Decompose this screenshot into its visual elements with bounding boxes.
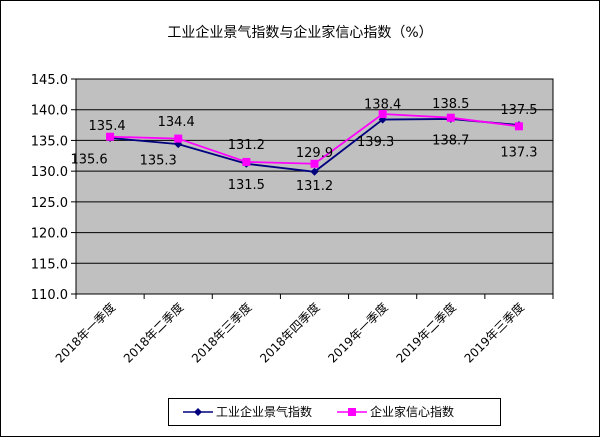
plot-area: 110.0 115.0 120.0 125.0 130.0 135.0 140.0 145.0…	[31, 73, 554, 366]
data-label: 131.2	[228, 138, 265, 153]
data-label: 129.9	[296, 146, 333, 161]
x-tick-label: 2018年一季度	[52, 300, 118, 366]
data-label: 134.4	[158, 115, 195, 130]
y-tick-label: 140.0	[31, 104, 68, 119]
data-point-diamond	[310, 167, 319, 176]
legend-label-entrepreneur: 企业家信心指数	[370, 405, 455, 419]
data-label: 139.3	[357, 135, 394, 150]
x-tick-label: 2019年二季度	[393, 300, 459, 366]
data-label: 131.2	[296, 179, 333, 194]
data-label: 137.5	[500, 103, 537, 118]
legend-markers	[183, 408, 367, 416]
y-tick-label: 135.0	[31, 134, 68, 149]
data-point-square	[310, 159, 319, 168]
legend-marker-entrepreneur	[348, 408, 356, 416]
y-tick-label: 145.0	[31, 73, 68, 88]
data-label: 138.7	[432, 134, 469, 149]
x-tick-label: 2019年一季度	[325, 300, 391, 366]
data-label: 135.6	[70, 153, 107, 168]
legend-label-industry: 工业企业景气指数	[216, 405, 313, 419]
x-tick-label: 2018年四季度	[256, 300, 322, 366]
y-tick-label: 125.0	[31, 196, 68, 211]
chart-title: 工业企业景气指数与企业家信心指数（%）	[167, 24, 432, 41]
data-label: 138.4	[364, 98, 401, 113]
y-tick-label: 110.0	[31, 288, 68, 303]
y-tick-label: 115.0	[31, 257, 68, 272]
data-label: 135.4	[88, 119, 125, 134]
x-tick-label: 2019年三季度	[461, 300, 527, 366]
data-label: 131.5	[228, 178, 265, 193]
data-point-square	[242, 157, 251, 166]
plot-background	[75, 78, 554, 295]
x-tick-label: 2018年三季度	[188, 300, 254, 366]
x-tick-label: 2018年二季度	[120, 300, 186, 366]
data-label: 137.3	[500, 145, 537, 160]
data-point-square	[378, 110, 387, 119]
legend-marker-industry	[194, 408, 202, 416]
data-label: 138.5	[432, 97, 469, 112]
data-label: 135.3	[140, 154, 177, 169]
data-point-square	[106, 132, 115, 141]
y-tick-label: 130.0	[31, 165, 68, 180]
data-point-square	[514, 122, 523, 131]
y-tick-label: 120.0	[31, 227, 68, 242]
legend: 工业企业景气指数 企业家信心指数	[168, 398, 501, 426]
data-point-square	[174, 134, 183, 143]
data-point-square	[446, 113, 455, 122]
